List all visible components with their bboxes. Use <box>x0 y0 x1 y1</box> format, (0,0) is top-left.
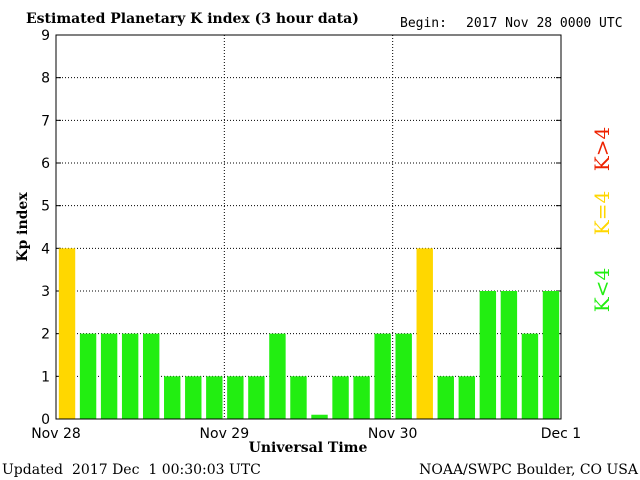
y-tick-label: 0 <box>41 412 50 428</box>
y-tick-label: 7 <box>41 113 50 129</box>
kp-bar <box>79 333 97 419</box>
kp-bar <box>521 333 539 419</box>
y-tick-label: 9 <box>41 28 50 44</box>
credit-text: NOAA/SWPC Boulder, CO USA <box>419 462 639 478</box>
kp-bar <box>416 248 433 419</box>
kp-bar <box>500 291 518 419</box>
kp-bar <box>311 414 328 419</box>
kp-bar <box>142 333 160 419</box>
kp-bar <box>227 376 244 419</box>
kp-bar <box>542 291 560 419</box>
x-tick-label: Dec 1 <box>541 426 581 442</box>
kp-bar <box>395 333 412 419</box>
kp-bar <box>248 376 265 419</box>
kp-bar <box>185 376 202 419</box>
legend-high: K>4 <box>590 127 614 171</box>
bars-group <box>58 248 560 419</box>
grid-lines <box>56 34 561 420</box>
kp-bar <box>458 376 476 419</box>
x-tick-label: Nov 30 <box>368 426 418 442</box>
kp-bar <box>374 333 391 419</box>
x-tick-label: Nov 29 <box>200 426 250 442</box>
y-tick-label: 3 <box>41 284 50 300</box>
y-tick-label: 2 <box>41 327 50 343</box>
y-tick-label: 6 <box>41 156 50 172</box>
kp-bar <box>269 333 286 419</box>
kp-bar <box>58 248 76 419</box>
kp-bar <box>437 376 454 419</box>
kp-bar <box>290 376 307 419</box>
kp-bar <box>206 376 223 419</box>
x-axis-label: Universal Time <box>249 440 368 456</box>
y-tick-label: 1 <box>41 369 50 385</box>
y-tick-label: 5 <box>41 199 50 215</box>
kp-bar <box>164 376 181 419</box>
kp-bar <box>353 376 370 419</box>
kp-bar <box>332 376 349 419</box>
plot-frame <box>55 34 562 420</box>
kp-bar <box>479 291 497 419</box>
y-tick-label: 8 <box>41 71 50 87</box>
x-tick-label: Nov 28 <box>31 426 81 442</box>
y-tick-labels: 0 1 2 3 4 5 6 7 8 9 <box>41 28 50 428</box>
legend-mid: K=4 <box>590 191 614 235</box>
kp-bar <box>100 333 118 419</box>
y-tick-label: 4 <box>41 241 50 257</box>
kp-bar <box>121 333 139 419</box>
chart-title: Estimated Planetary K index (3 hour data… <box>26 11 359 27</box>
begin-label: Begin: <box>400 16 447 31</box>
updated-label: Updated <box>2 462 63 478</box>
updated-value: 2017 Dec 1 00:30:03 UTC <box>72 462 261 478</box>
x-tick-labels: Nov 28 Nov 29 Nov 30 Dec 1 <box>31 426 581 442</box>
begin-value: 2017 Nov 28 0000 UTC <box>466 16 623 31</box>
legend-low: K<4 <box>590 268 614 312</box>
y-axis-label: Kp index <box>15 192 31 262</box>
